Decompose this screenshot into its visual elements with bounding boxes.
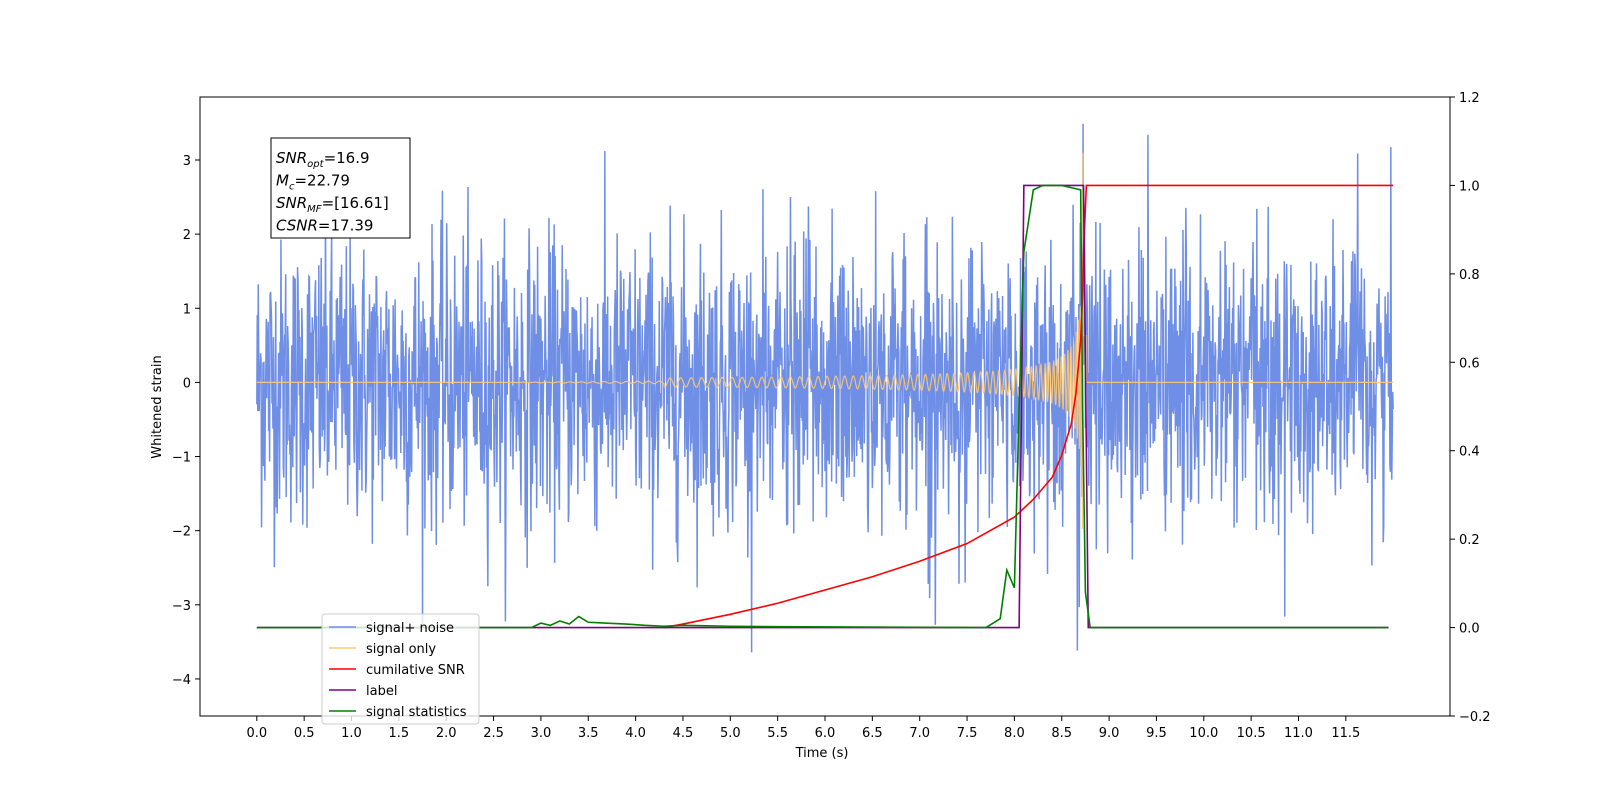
y-tick-label: 3 [183,154,191,169]
legend-label: label [366,684,397,699]
x-tick-label: 7.5 [957,726,978,741]
series-layer [256,123,1394,653]
x-tick-label: 3.0 [531,726,552,741]
x-tick-label: 11.5 [1331,726,1360,741]
x-tick-label: 4.0 [625,726,646,741]
legend: signal+ noise signal only cumilative SNR la… [321,613,480,725]
legend-label: signal+ noise [366,621,454,636]
series-signal-noise [256,123,1394,653]
legend-frame [321,613,480,725]
legend-label: cumilative SNR [366,663,465,678]
annotation-line: CSNR=17.39 [276,217,373,235]
y2-tick-label: 0.4 [1459,445,1480,460]
series-signal-statistics [256,184,1389,629]
x-tick-label: 8.5 [1051,726,1072,741]
x-tick-label: 6.5 [862,726,883,741]
y-axis-label: Whitened strain [150,355,165,458]
series-cumulative-snr [663,184,1394,629]
x-tick-label: 9.0 [1099,726,1120,741]
x-tick-label: 6.0 [815,726,836,741]
x-tick-label: 9.5 [1146,726,1167,741]
y2-tick-label: 0.6 [1459,356,1480,371]
y2-tick-label: 1.2 [1459,91,1480,106]
y2-tick-label: 0.8 [1459,268,1480,283]
x-tick-label: 2.5 [483,726,504,741]
annotation-line: Mc=22.79 [276,172,350,193]
y-axis-right: 1.2 1.0 0.8 0.6 0.4 0.2 0.0 −0.2 [1450,91,1491,725]
x-tick-label: 1.0 [341,726,362,741]
x-tick-label: 10.5 [1237,726,1266,741]
x-axis-label: Time (s) [795,746,849,761]
y-axis-left: 3 2 1 0 −1 −2 −3 −4 [172,154,200,688]
y-tick-label: 1 [183,302,191,317]
x-tick-label: 0.5 [294,726,315,741]
legend-label: signal statistics [366,705,467,720]
y-tick-label: −3 [172,599,191,614]
y-tick-label: 2 [183,228,191,243]
x-tick-label: 5.0 [720,726,741,741]
y-tick-label: 0 [183,376,191,391]
y-tick-label: −1 [172,451,191,466]
x-tick-label: 8.0 [1004,726,1025,741]
y2-tick-label: 0.0 [1459,622,1480,637]
annotation-line: SNRopt=16.9 [276,149,370,170]
x-tick-label: 10.0 [1189,726,1218,741]
x-tick-label: 1.5 [389,726,410,741]
x-tick-label: 7.0 [909,726,930,741]
x-tick-label: 5.5 [767,726,788,741]
y-tick-label: −4 [172,673,191,688]
y2-tick-label: 1.0 [1459,179,1480,194]
legend-label: signal only [366,642,436,657]
x-tick-label: 11.0 [1284,726,1313,741]
series-signal-only [256,152,1394,529]
y-tick-label: −2 [172,525,191,540]
annotation-frame [270,137,411,239]
annotation-line: SNRMF=[16.61] [276,194,389,215]
x-tick-label: 2.0 [436,726,457,741]
x-tick-label: 3.5 [578,726,599,741]
x-tick-label: 0.0 [246,726,267,741]
x-axis: 0.0 0.5 1.0 1.5 2.0 2.5 3.0 3.5 4.0 4.5 5.0 5.5 6.0 6… [246,716,1360,741]
y2-tick-label: 0.2 [1459,533,1480,548]
x-tick-label: 4.5 [673,726,694,741]
y2-tick-label: −0.2 [1459,710,1491,725]
